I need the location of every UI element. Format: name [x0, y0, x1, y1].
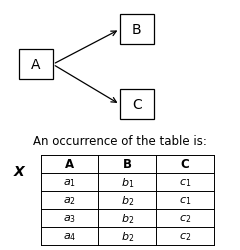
Text: $c_2$: $c_2$	[179, 230, 191, 242]
Text: $c_2$: $c_2$	[179, 212, 191, 224]
Text: B: B	[132, 23, 142, 37]
Text: $b_2$: $b_2$	[120, 211, 134, 225]
Text: $c_1$: $c_1$	[179, 194, 191, 206]
Text: C: C	[180, 158, 189, 170]
Text: $a_3$: $a_3$	[63, 212, 76, 224]
Bar	[19, 50, 53, 80]
Text: C: C	[132, 98, 142, 112]
Text: X: X	[14, 164, 24, 178]
Text: B: B	[123, 158, 132, 170]
Bar	[120, 90, 154, 120]
Bar	[120, 15, 154, 45]
Text: $b_1$: $b_1$	[120, 175, 134, 189]
Text: $c_1$: $c_1$	[179, 176, 191, 188]
Text: $a_1$: $a_1$	[63, 176, 76, 188]
Text: $b_2$: $b_2$	[120, 229, 134, 243]
Text: A: A	[31, 58, 41, 72]
Text: $b_2$: $b_2$	[120, 193, 134, 207]
Text: $a_4$: $a_4$	[63, 230, 76, 242]
Text: A: A	[65, 158, 74, 170]
Text: $a_2$: $a_2$	[63, 194, 76, 206]
Text: An occurrence of the table is:: An occurrence of the table is:	[33, 135, 207, 148]
